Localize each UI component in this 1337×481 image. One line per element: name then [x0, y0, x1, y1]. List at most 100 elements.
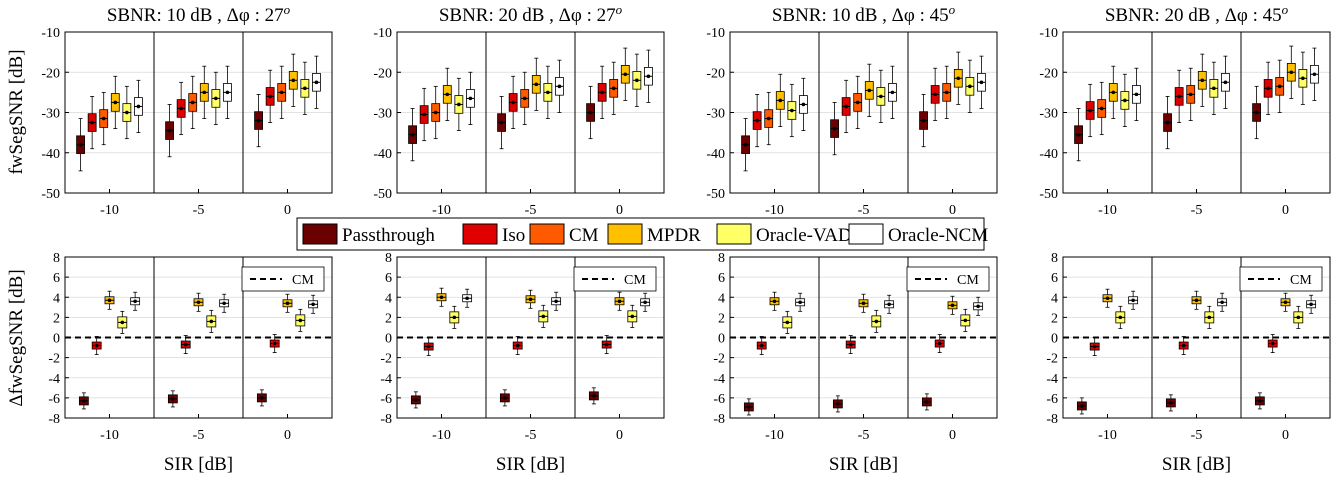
mean-marker-passthrough [1254, 110, 1259, 115]
y-tick-label: -40 [41, 147, 60, 162]
mean-marker-mpdr [528, 297, 533, 302]
y-tick-label: 4 [385, 291, 392, 306]
mean-marker-passthrough [921, 118, 926, 123]
x-axis-label: SIR [dB] [164, 454, 233, 475]
y-tick-label: -6 [380, 392, 392, 407]
mean-marker-iso [515, 343, 520, 348]
y-tick-label: 6 [53, 271, 60, 286]
mean-marker-passthrough [743, 142, 748, 147]
x-tick-label: -5 [1191, 203, 1203, 218]
x-tick-label: 0 [949, 428, 956, 443]
y-tick-label: 2 [1051, 311, 1058, 326]
mean-marker-passthrough [1169, 401, 1173, 405]
mean-marker-oracle-ncm [311, 302, 315, 307]
mean-marker-iso [1177, 94, 1181, 99]
x-tick-label: 0 [1282, 428, 1289, 443]
y-tick-label: -50 [1039, 187, 1058, 202]
legend-swatch-oracle-vad [716, 223, 752, 245]
y-tick-label: 0 [53, 332, 60, 347]
mean-marker-iso [844, 104, 848, 109]
mean-marker-iso [937, 341, 942, 346]
mean-marker-oracle-vad [120, 320, 125, 325]
mean-marker-oracle-ncm [976, 304, 980, 309]
mean-marker-oracle-vad [214, 96, 218, 101]
mean-marker-iso [759, 343, 764, 348]
mean-marker-mpdr [867, 88, 872, 93]
mean-marker-mpdr [445, 92, 450, 97]
mean-marker-iso [268, 94, 272, 99]
mean-marker-iso [1181, 343, 1186, 348]
y-tick-label: 4 [718, 291, 725, 306]
mean-marker-oracle-vad [879, 94, 883, 99]
y-tick-label: -10 [706, 26, 725, 41]
mean-marker-cm [1277, 84, 1282, 89]
mean-marker-mpdr [772, 299, 777, 304]
mean-marker-oracle-ncm [557, 84, 562, 89]
x-tick-label: -10 [765, 203, 784, 218]
mean-marker-oracle-vad [630, 314, 635, 319]
y-tick-label: -2 [713, 352, 725, 367]
mean-marker-passthrough [410, 132, 415, 137]
mean-marker-oracle-ncm [222, 301, 226, 306]
legend-label-iso: Iso [502, 225, 525, 246]
y-tick-label: -6 [48, 392, 60, 407]
title-superscript: o [284, 2, 291, 17]
y-tick-label: -8 [48, 412, 60, 427]
legend-label-mpdr: MPDR [647, 225, 701, 246]
mean-marker-oracle-vad [298, 318, 303, 323]
y-tick-label: -30 [373, 107, 392, 122]
title-superscript: o [616, 2, 623, 17]
mean-marker-oracle-ncm [314, 80, 319, 85]
x-tick-label: -10 [100, 203, 119, 218]
mean-marker-iso [933, 92, 937, 97]
mean-marker-mpdr [1105, 296, 1110, 301]
mean-marker-oracle-vad [1301, 76, 1305, 81]
y-tick-label: -50 [41, 187, 60, 202]
mean-marker-iso [604, 342, 609, 347]
mean-marker-oracle-vad [874, 319, 879, 324]
mean-marker-oracle-vad [790, 108, 794, 113]
mean-marker-mpdr [1289, 70, 1294, 75]
mean-marker-oracle-ncm [643, 300, 647, 305]
mean-marker-cm [1188, 92, 1193, 97]
legend-label-cm: CM [569, 225, 599, 246]
y-tick-label: -20 [1039, 66, 1058, 81]
mean-marker-oracle-ncm [136, 104, 141, 109]
y-tick-label: -40 [706, 147, 725, 162]
legend-swatch-iso [462, 223, 498, 245]
mean-marker-mpdr [617, 299, 622, 304]
y-tick-label: -40 [373, 147, 392, 162]
cm-legend-label: CM [624, 273, 646, 288]
title-superscript: o [949, 2, 956, 17]
mean-marker-cm [279, 90, 284, 95]
mean-marker-mpdr [202, 90, 207, 95]
y-tick-label: 4 [53, 291, 60, 306]
panel-title: SBNR: 10 dB , Δφ : 27o [107, 2, 291, 26]
mean-marker-oracle-vad [635, 78, 639, 83]
mean-marker-passthrough [747, 405, 751, 409]
mean-marker-iso [90, 120, 94, 125]
mean-marker-oracle-ncm [554, 299, 558, 304]
mean-marker-oracle-vad [785, 320, 790, 325]
y-tick-label: 0 [385, 332, 392, 347]
y-tick-label: -2 [48, 352, 60, 367]
y-tick-label: -4 [1046, 372, 1058, 387]
mean-marker-oracle-ncm [801, 102, 806, 107]
mean-marker-passthrough [499, 120, 504, 125]
mean-marker-iso [1270, 341, 1275, 346]
mean-marker-cm [855, 100, 860, 105]
y-axis-label-bottom: ΔfwSegSNR [dB] [6, 269, 27, 406]
mean-marker-oracle-ncm [225, 90, 230, 95]
panel-title: SBNR: 20 dB , Δφ : 45o [1105, 2, 1289, 26]
x-tick-label: 0 [284, 428, 291, 443]
y-tick-label: -30 [41, 107, 60, 122]
y-tick-label: -6 [713, 392, 725, 407]
mean-marker-mpdr [1283, 300, 1288, 305]
mean-marker-iso [600, 90, 604, 95]
mean-marker-oracle-vad [125, 110, 129, 115]
y-tick-label: -10 [373, 26, 392, 41]
x-tick-label: -10 [432, 203, 451, 218]
mean-marker-passthrough [832, 126, 837, 131]
mean-marker-passthrough [414, 398, 418, 402]
